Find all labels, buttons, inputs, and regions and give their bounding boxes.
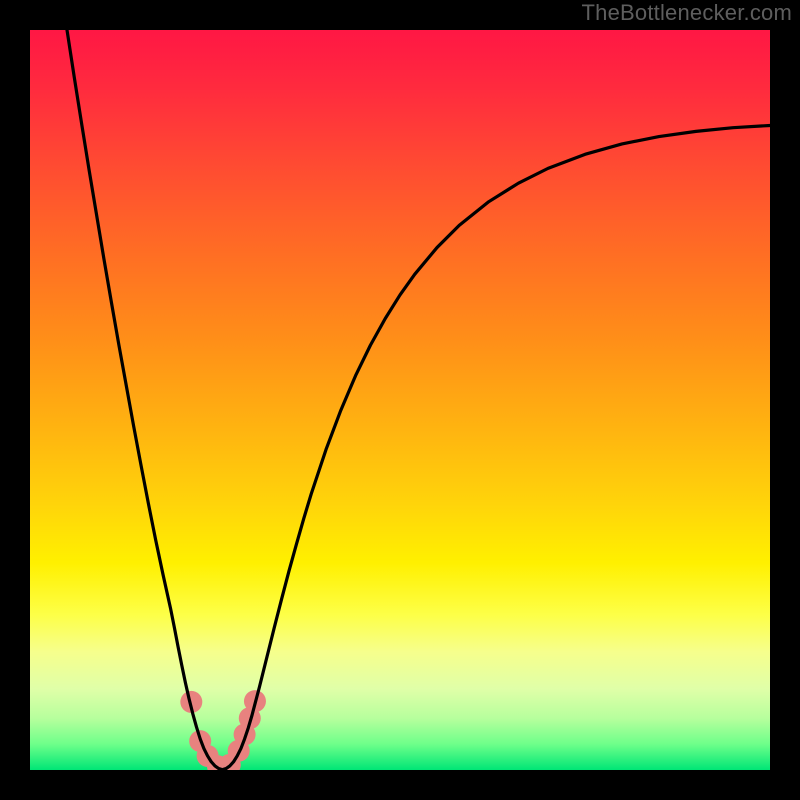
chart-stage: TheBottlenecker.com	[0, 0, 800, 800]
bottleneck-chart	[0, 0, 800, 800]
gradient-background	[30, 30, 770, 770]
